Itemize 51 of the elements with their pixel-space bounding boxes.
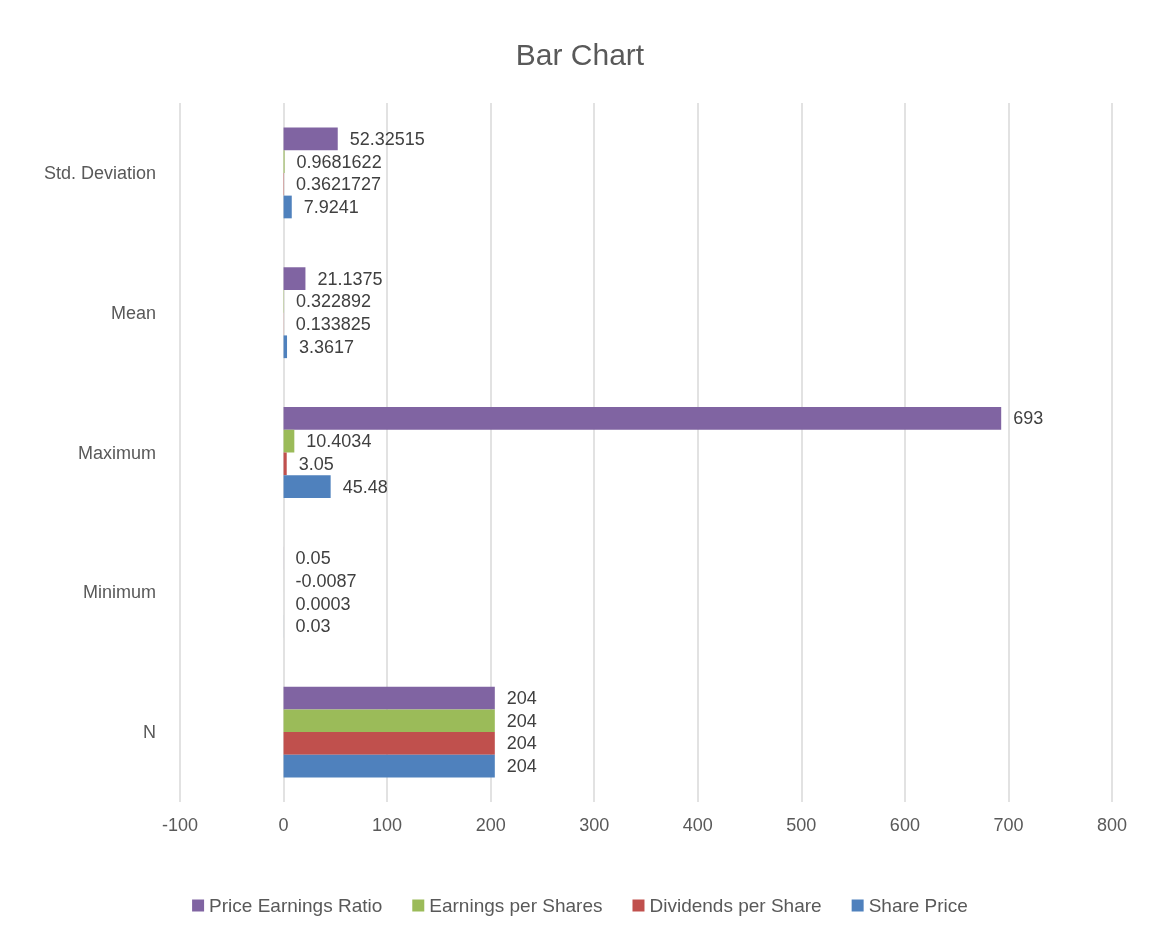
data-label: 693 [1013, 408, 1044, 429]
y-tick-label: Std. Deviation [43, 162, 156, 183]
data-label: 0.322892 [295, 291, 371, 312]
x-tick-label: 700 [993, 815, 1024, 835]
data-label: 52.32515 [349, 128, 425, 149]
bar [283, 429, 295, 453]
legend-label: Earnings per Shares [429, 895, 603, 916]
data-label: 45.48 [342, 476, 388, 497]
data-label: 7.9241 [303, 196, 359, 217]
y-tick-label: Mean [110, 302, 156, 323]
data-label: 21.1375 [317, 268, 383, 289]
x-tick-label: 0 [278, 815, 289, 835]
data-label: 0.133825 [295, 314, 371, 335]
data-label: 3.3617 [299, 336, 355, 357]
x-tick-label: 100 [372, 815, 403, 835]
data-label: 204 [506, 688, 537, 709]
x-tick-label: 200 [475, 815, 506, 835]
legend-label: Share Price [868, 895, 968, 916]
data-label: 10.4034 [306, 431, 372, 452]
bar [283, 754, 495, 778]
x-tick-label: 500 [786, 815, 817, 835]
data-label: -0.0087 [295, 570, 357, 591]
x-tick-label: 400 [682, 815, 713, 835]
bar [283, 475, 331, 498]
x-tick-label: -100 [161, 815, 199, 835]
bar [283, 195, 292, 219]
legend-label: Price Earnings Ratio [209, 895, 383, 916]
bar [283, 407, 1002, 430]
data-label: 3.05 [298, 453, 334, 474]
bar [283, 267, 306, 290]
bar [283, 709, 495, 733]
bar [283, 686, 495, 710]
chart-title: Bar Chart [515, 37, 645, 71]
bar [283, 452, 287, 476]
x-tick-label: 600 [889, 815, 920, 835]
data-label: 204 [506, 733, 537, 754]
data-label: 0.05 [295, 548, 331, 569]
y-tick-label: Maximum [77, 442, 156, 463]
data-label: 204 [506, 710, 537, 731]
data-label: 0.3621727 [295, 174, 382, 195]
x-tick-label: 300 [579, 815, 610, 835]
x-tick-label: 800 [1096, 815, 1128, 835]
data-label: 0.03 [295, 616, 331, 637]
y-tick-label: Minimum [82, 582, 156, 603]
data-label: 204 [506, 756, 537, 777]
bar [283, 732, 495, 755]
y-tick-label: N [143, 722, 156, 743]
data-label: 0.0003 [295, 593, 351, 614]
legend-label: Dividends per Share [649, 895, 822, 916]
bar [283, 127, 338, 151]
data-label: 0.9681622 [296, 151, 382, 172]
